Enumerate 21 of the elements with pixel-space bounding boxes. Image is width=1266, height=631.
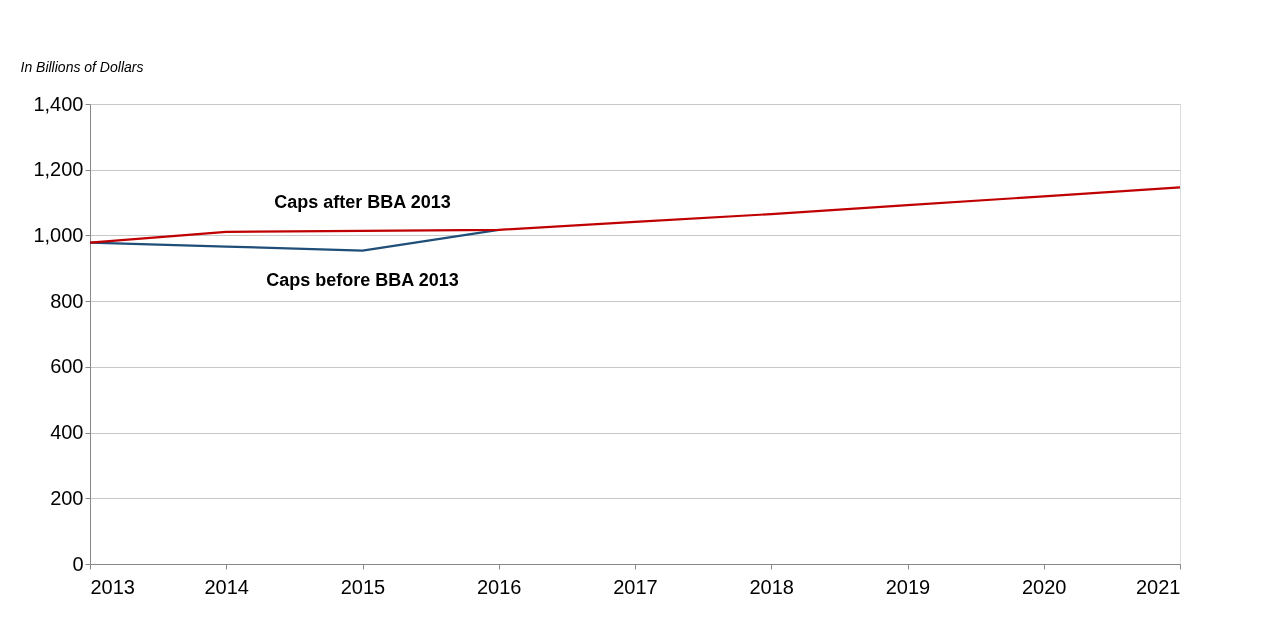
- x-tick-label: 2013: [90, 575, 135, 598]
- line-series: [88, 186, 1182, 244]
- x-tick-label: 2021: [1136, 575, 1181, 598]
- y-tick-label: 400: [50, 421, 84, 444]
- x-tick-label: 2019: [885, 575, 931, 598]
- x-tick-label: 2016: [477, 575, 522, 598]
- series-label: Caps after BBA 2013: [274, 191, 451, 212]
- y-tick-label: 1,200: [33, 158, 84, 181]
- y-tick-label: 600: [50, 355, 84, 378]
- y-axis-title: In Billions of Dollars: [20, 58, 144, 75]
- y-tick-label: 1,000: [33, 223, 84, 246]
- x-tick-label: 2015: [340, 575, 386, 598]
- x-tick-label: 2020: [1022, 575, 1067, 598]
- x-tick-label: 2014: [204, 575, 249, 598]
- x-tick-label: 2017: [613, 575, 658, 598]
- x-tick-label: 2018: [749, 575, 794, 598]
- y-tick-label: 800: [50, 289, 84, 312]
- y-tick-label: 1,400: [33, 92, 84, 115]
- y-tick-label: 0: [72, 552, 84, 575]
- series-label: Caps before BBA 2013: [266, 269, 459, 290]
- y-tick-label: 200: [50, 486, 84, 509]
